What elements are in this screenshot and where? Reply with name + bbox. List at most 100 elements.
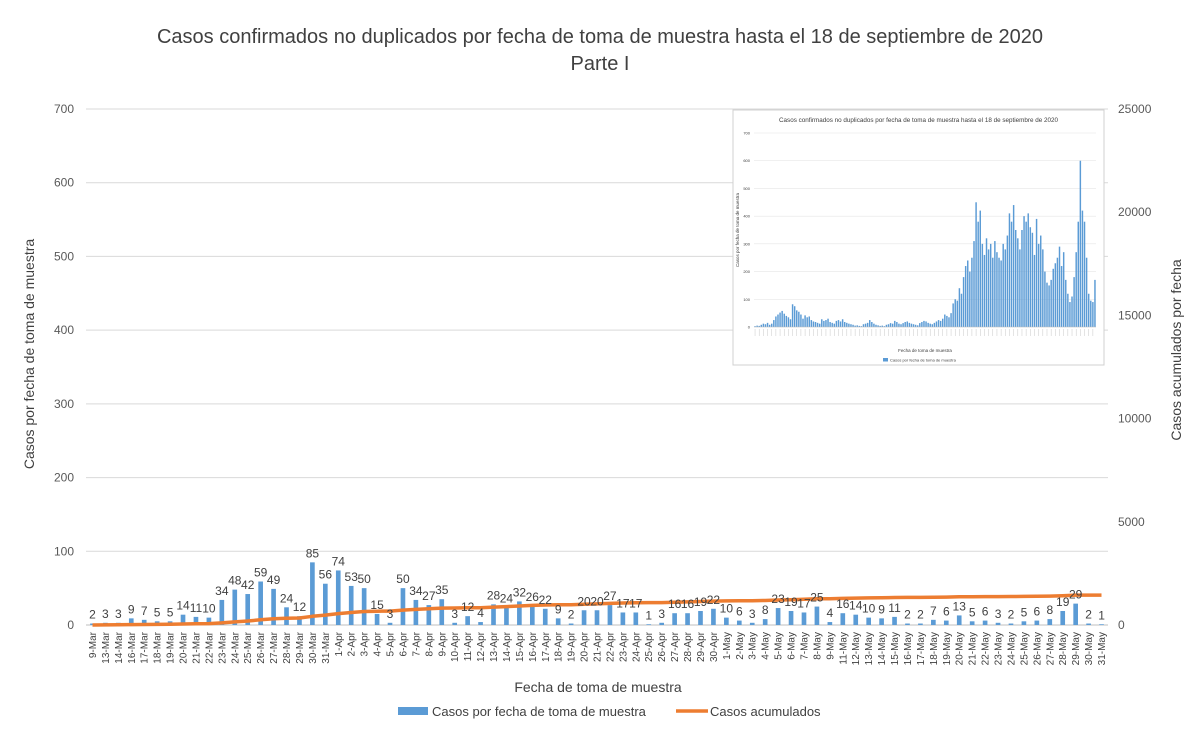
inset-bar [912, 324, 915, 327]
data-label: 7 [141, 604, 148, 618]
bar [193, 616, 199, 625]
data-label: 5 [154, 605, 161, 619]
inset-bar [898, 323, 900, 327]
x-tick-label: 26-May [1032, 632, 1043, 665]
bar [1021, 621, 1027, 625]
inset-bar [831, 322, 833, 327]
x-tick-label: 27-May [1045, 632, 1056, 665]
x-tick-label: 30-May [1084, 632, 1095, 665]
bar [956, 615, 962, 625]
y2-tick-label: 15000 [1118, 308, 1152, 322]
inset-bar [879, 325, 881, 327]
x-tick-label: 28-Mar [282, 631, 293, 663]
inset-bar [979, 210, 981, 327]
inset-bar [941, 318, 944, 327]
x-tick-label: 30-Mar [308, 631, 319, 663]
data-label: 20 [590, 594, 604, 608]
inset-bar [764, 324, 767, 327]
cumulative-line-series [92, 593, 1102, 627]
inset-bar [977, 221, 979, 327]
x-tick-label: 11-Apr [463, 631, 474, 661]
x-tick-label: 29-May [1071, 632, 1082, 665]
inset-bar [1021, 230, 1023, 327]
inset-bar [958, 288, 961, 327]
inset-bar [858, 325, 861, 327]
x-axis-ticks: 9-Mar 13-Mar 14-Mar 16-Mar 17-Mar 18-Mar 19-Ma… [88, 631, 1108, 665]
x-tick-label: 10-Apr [450, 631, 461, 662]
inset-bar [873, 323, 875, 327]
data-label: 10 [862, 602, 876, 616]
bar [724, 617, 729, 625]
x-tick-label: 5-Apr [386, 631, 397, 656]
data-label: 6 [943, 605, 950, 619]
x-tick-label: 14-May [877, 632, 888, 665]
inset-bar [889, 323, 892, 327]
x-tick-label: 2-May [735, 632, 746, 660]
x-tick-label: 18-Apr [554, 631, 565, 662]
inset-bar [1090, 300, 1092, 327]
inset-bar [777, 314, 779, 327]
data-label: 2 [1008, 608, 1015, 622]
bar [646, 624, 652, 625]
inset-bar [758, 325, 760, 327]
inset-bar [902, 323, 904, 327]
bar [439, 599, 445, 625]
legend-bar-label: Casos por fecha de toma de muestra [432, 704, 647, 719]
inset-bar [985, 238, 988, 327]
data-label: 59 [254, 566, 268, 580]
inset-bar [1035, 218, 1038, 327]
inset-bar [760, 324, 763, 327]
inset-bar [1079, 160, 1082, 327]
inset-x-axis-label: Fecha de toma de muestra [898, 348, 952, 353]
inset-bar [1040, 235, 1042, 327]
inset-y-tick-label: 700 [743, 131, 750, 136]
bar [491, 604, 496, 625]
data-label: 19 [694, 595, 708, 609]
inset-bar [964, 266, 967, 327]
data-label: 9 [878, 602, 885, 616]
data-label: 8 [1046, 603, 1053, 617]
inset-bar [1058, 246, 1061, 327]
bar [568, 623, 574, 625]
bar [827, 622, 833, 625]
data-label: 14 [849, 599, 863, 613]
x-tick-label: 3-May [748, 632, 759, 660]
inset-bar [1069, 302, 1071, 327]
inset-bar [1056, 257, 1059, 327]
inset-bar [762, 323, 765, 327]
legend: Casos por fecha de toma de muestra Casos… [398, 704, 821, 719]
x-tick-label: 11-May [838, 632, 849, 665]
inset-bar [833, 323, 836, 327]
inset-bar [1060, 266, 1063, 327]
bar [465, 616, 470, 625]
bar [1047, 619, 1053, 625]
inset-bar [1037, 243, 1040, 327]
inset-y-tick-label: 100 [743, 297, 750, 302]
data-label: 11 [190, 601, 203, 615]
x-tick-label: 20-Apr [580, 631, 591, 662]
data-label: 24 [280, 591, 294, 605]
data-label: 4 [477, 606, 484, 620]
inset-bar [798, 311, 800, 327]
inset-bar [981, 243, 984, 327]
bar [555, 618, 561, 625]
x-tick-label: 19-May [942, 632, 953, 665]
inset-bar [848, 323, 850, 327]
bar [387, 622, 393, 625]
bar [814, 606, 820, 625]
data-label: 12 [461, 600, 475, 614]
inset-bar [808, 316, 810, 327]
inset-bar [1094, 279, 1096, 327]
data-label: 48 [228, 574, 242, 588]
data-label: 42 [241, 578, 255, 592]
bar [607, 605, 613, 625]
inset-bar [896, 322, 898, 327]
inset-bar [823, 320, 825, 327]
x-tick-label: 21-Mar [192, 631, 203, 663]
x-tick-label: 13-Apr [489, 631, 500, 662]
y-tick-label: 400 [54, 323, 74, 337]
x-tick-label: 16-Apr [528, 631, 539, 662]
y-tick-label: 100 [54, 544, 74, 558]
x-tick-label: 21-May [968, 632, 979, 665]
data-label: 49 [267, 573, 281, 587]
